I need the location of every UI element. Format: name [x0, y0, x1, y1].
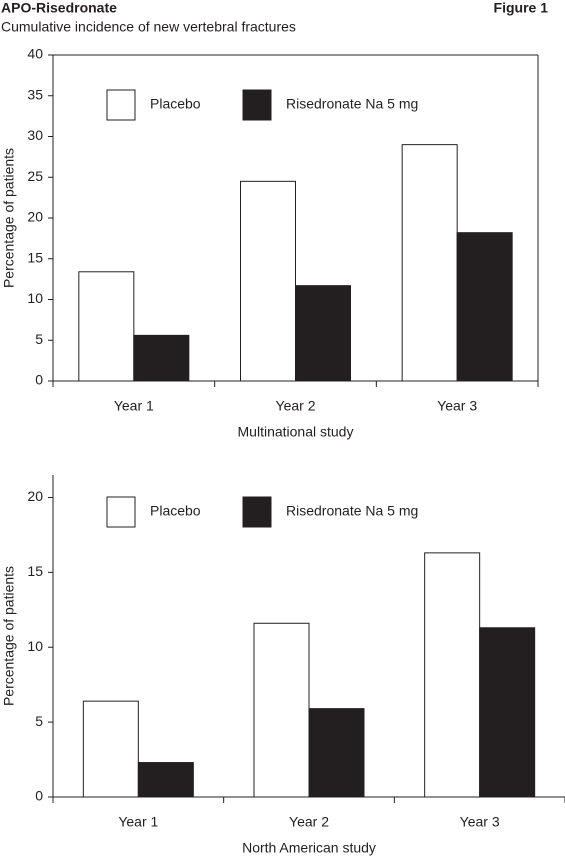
- legend-label: Placebo: [150, 96, 201, 112]
- x-axis-title: Multinational study: [238, 424, 354, 440]
- y-axis-title: Percentage of patients: [1, 148, 17, 288]
- bar: [253, 622, 310, 798]
- y-tick-label: 5: [35, 713, 43, 729]
- bar: [295, 285, 351, 382]
- bar: [308, 708, 365, 798]
- y-tick-label: 25: [27, 168, 43, 184]
- y-tick-label: 30: [27, 127, 43, 143]
- bar: [479, 627, 536, 798]
- legend-label: Placebo: [150, 503, 201, 519]
- figure-title: APO-Risedronate: [1, 0, 117, 16]
- y-tick-label: 35: [27, 86, 43, 102]
- x-tick-label: Year 3: [437, 398, 477, 414]
- y-tick-label: 15: [27, 563, 43, 579]
- y-tick-label: 5: [35, 331, 43, 347]
- figure-subtitle: Cumulative incidence of new vertebral fr…: [1, 19, 296, 35]
- figure-number: Figure 1: [494, 0, 549, 16]
- legend-swatch: [242, 496, 272, 528]
- bar: [133, 334, 190, 382]
- bar: [137, 762, 194, 798]
- y-tick-label: 15: [27, 249, 43, 265]
- x-axis-title: North American study: [242, 840, 376, 856]
- y-tick-label: 10: [27, 638, 43, 654]
- bar: [456, 232, 513, 382]
- y-tick-label: 0: [35, 372, 43, 388]
- x-tick-label: Year 2: [289, 814, 329, 830]
- bar: [240, 180, 296, 382]
- x-tick-label: Year 1: [114, 398, 154, 414]
- bar: [82, 700, 139, 798]
- legend-label: Risedronate Na 5 mg: [286, 503, 418, 519]
- legend-swatch: [106, 496, 136, 528]
- bar: [424, 552, 481, 798]
- legend-label: Risedronate Na 5 mg: [286, 96, 418, 112]
- y-tick-label: 20: [27, 209, 43, 225]
- y-tick-label: 10: [27, 290, 43, 306]
- y-tick-label: 20: [27, 488, 43, 504]
- bar: [401, 144, 458, 382]
- x-tick-label: Year 3: [460, 814, 500, 830]
- legend-swatch: [106, 89, 136, 121]
- bar: [78, 271, 135, 382]
- y-tick-label: 0: [35, 788, 43, 804]
- y-tick-label: 40: [27, 46, 43, 62]
- legend-swatch: [242, 89, 272, 121]
- x-tick-label: Year 2: [276, 398, 316, 414]
- x-tick-label: Year 1: [118, 814, 158, 830]
- y-axis-title: Percentage of patients: [1, 566, 17, 706]
